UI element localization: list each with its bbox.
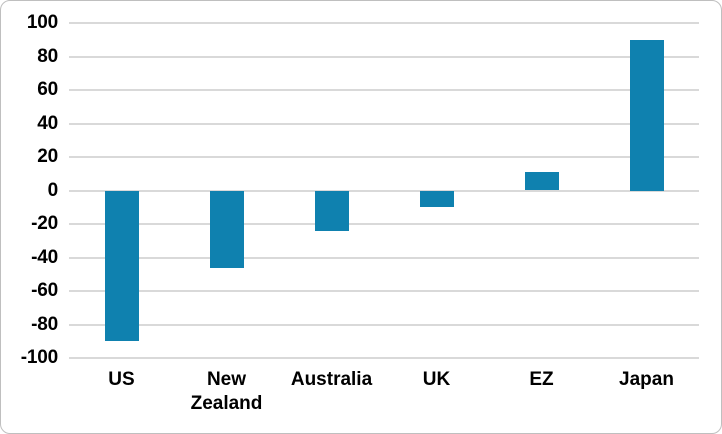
y-axis: 100 80 60 40 20 0 -20 -40 -60 -80 -100 (1, 1, 58, 433)
x-category-label: EZ (529, 369, 554, 390)
y-tick-label: 80 (37, 45, 58, 67)
y-tick-label: 20 (37, 146, 58, 167)
y-tick-label: -100 (20, 347, 58, 368)
gridline (69, 323, 699, 326)
gridline (69, 357, 699, 359)
y-tick-label: 60 (37, 79, 58, 100)
bar-australia (314, 190, 349, 231)
y-tick-label: -80 (31, 313, 58, 335)
gridline (69, 55, 699, 58)
gridline (69, 156, 699, 158)
gridline (69, 122, 699, 125)
gridline (69, 89, 699, 91)
y-tick-label: 0 (47, 179, 59, 201)
plot-area (69, 22, 699, 359)
y-tick-label: -40 (31, 246, 58, 268)
bar-ez (524, 172, 559, 191)
x-category-label: UK (422, 369, 451, 390)
gridline (69, 22, 699, 24)
x-category-label: Australia (290, 369, 373, 390)
bar-uk (419, 190, 454, 208)
y-tick-label: 100 (26, 12, 58, 33)
gridline (69, 256, 699, 259)
y-tick-label: -60 (31, 280, 58, 301)
gridline (69, 290, 699, 292)
gridline (69, 223, 699, 225)
x-category-label: US (108, 369, 135, 390)
x-axis: US New Zealand Australia UK EZ Japan (69, 368, 699, 428)
x-category-label: New Zealand (190, 369, 263, 414)
bar-japan (629, 39, 664, 191)
x-category-label: Japan (619, 369, 674, 390)
y-tick-label: 40 (37, 112, 58, 134)
gridline (69, 189, 699, 192)
y-tick-label: -20 (31, 213, 58, 234)
bar-us (104, 190, 139, 342)
bar-new-zealand (209, 190, 244, 268)
